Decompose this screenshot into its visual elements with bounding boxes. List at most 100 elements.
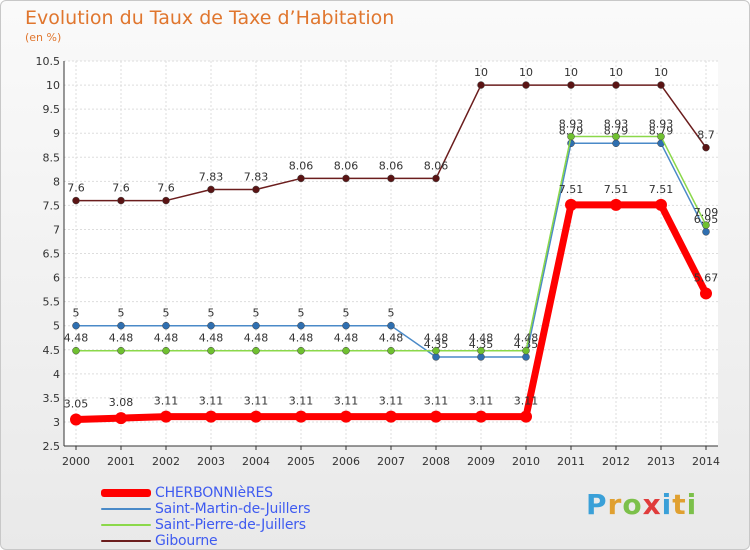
data-label-gibourne: 7.6: [157, 182, 175, 195]
data-point-saint-pierre-de-juillers: [702, 221, 710, 229]
data-point-saint-martin-de-juillers: [522, 353, 530, 361]
data-label-saint-pierre-de-juillers: 4.48: [469, 332, 494, 345]
data-point-gibourne: [252, 185, 260, 194]
data-label-saint-martin-de-juillers: 5: [208, 307, 215, 320]
data-label-saint-pierre-de-juillers: 4.48: [199, 332, 224, 345]
x-tick-label: 2002: [152, 455, 180, 468]
data-point-gibourne: [702, 143, 710, 152]
data-label-cherbonni-res: 3.08: [109, 396, 134, 409]
y-tick-label: 5: [53, 320, 60, 333]
y-tick-label: 10: [46, 79, 60, 92]
data-point-cherbonni-res: [565, 198, 577, 211]
data-point-saint-pierre-de-juillers: [612, 132, 620, 141]
data-label-saint-pierre-de-juillers: 4.48: [154, 332, 179, 345]
data-point-saint-pierre-de-juillers: [477, 346, 485, 355]
data-point-gibourne: [612, 81, 620, 89]
legend-label: Saint-Pierre-de-Juillers: [155, 517, 306, 533]
data-point-cherbonni-res: [115, 412, 127, 425]
x-tick-label: 2006: [332, 455, 360, 468]
logo-letter: o: [622, 488, 643, 521]
data-point-saint-martin-de-juillers: [477, 353, 485, 361]
x-tick-label: 2003: [197, 455, 225, 468]
data-point-cherbonni-res: [475, 410, 487, 423]
y-tick-label: 3: [53, 416, 60, 429]
data-point-saint-pierre-de-juillers: [387, 346, 395, 355]
data-label-gibourne: 7.6: [67, 182, 85, 195]
data-label-saint-pierre-de-juillers: 4.48: [379, 332, 404, 345]
data-point-cherbonni-res: [70, 413, 82, 426]
data-point-saint-martin-de-juillers: [297, 321, 305, 330]
data-label-saint-pierre-de-juillers: 8.93: [649, 118, 674, 131]
x-tick-label: 2014: [692, 455, 720, 468]
x-tick-label: 2005: [287, 455, 315, 468]
data-label-saint-martin-de-juillers: 5: [298, 307, 305, 320]
data-point-saint-martin-de-juillers: [207, 321, 215, 330]
data-label-saint-martin-de-juillers: 5: [343, 307, 350, 320]
data-point-saint-martin-de-juillers: [702, 228, 710, 236]
x-tick-label: 2013: [647, 455, 675, 468]
data-label-cherbonni-res: 7.51: [649, 183, 674, 196]
data-label-cherbonni-res: 3.11: [379, 395, 404, 408]
data-point-saint-pierre-de-juillers: [252, 346, 260, 355]
data-label-gibourne: 10: [519, 66, 533, 79]
proxiti-logo: Proxiti: [586, 488, 697, 521]
legend-item: Gibourne: [101, 533, 310, 549]
data-label-gibourne: 8.06: [379, 159, 404, 172]
legend-item: Saint-Martin-de-Juillers: [101, 501, 311, 517]
data-point-saint-pierre-de-juillers: [432, 346, 440, 355]
legend-label: CHERBONNIèRES: [155, 485, 273, 501]
x-tick-label: 2000: [62, 455, 90, 468]
y-tick-label: 9: [53, 127, 60, 140]
data-label-cherbonni-res: 3.11: [199, 395, 224, 408]
data-point-cherbonni-res: [160, 410, 172, 423]
data-point-saint-martin-de-juillers: [72, 321, 80, 330]
data-label-gibourne: 8.7: [697, 129, 715, 142]
data-point-gibourne: [342, 174, 350, 183]
y-tick-label: 8.5: [43, 151, 61, 164]
legend-swatch: [101, 508, 151, 510]
data-point-saint-martin-de-juillers: [387, 321, 395, 330]
data-label-gibourne: 10: [564, 66, 578, 79]
y-tick-label: 8: [53, 175, 60, 188]
data-point-saint-martin-de-juillers: [342, 321, 350, 330]
data-label-gibourne: 8.06: [334, 159, 359, 172]
logo-letter: i: [661, 488, 673, 521]
data-point-saint-martin-de-juillers: [117, 321, 125, 330]
data-point-cherbonni-res: [205, 410, 217, 423]
y-tick-label: 2.5: [43, 440, 61, 453]
y-tick-label: 4: [53, 368, 60, 381]
data-point-cherbonni-res: [610, 198, 622, 211]
y-tick-label: 10.5: [36, 55, 61, 68]
y-unit-label: (en %): [25, 31, 62, 44]
x-tick-label: 2011: [557, 455, 585, 468]
logo-letter: x: [642, 488, 662, 521]
data-label-saint-pierre-de-juillers: 8.93: [559, 118, 584, 131]
data-label-saint-pierre-de-juillers: 8.93: [604, 118, 629, 131]
data-label-cherbonni-res: 3.11: [334, 395, 359, 408]
x-tick-label: 2007: [377, 455, 405, 468]
data-point-gibourne: [162, 196, 170, 205]
legend-swatch: [101, 540, 151, 542]
data-label-cherbonni-res: 3.05: [64, 398, 89, 411]
data-label-saint-pierre-de-juillers: 4.48: [64, 332, 89, 345]
logo-letter: P: [586, 488, 608, 521]
data-label-saint-martin-de-juillers: 8.79: [604, 124, 629, 137]
data-label-cherbonni-res: 7.51: [559, 183, 584, 196]
data-label-gibourne: 7.83: [199, 170, 224, 183]
data-point-cherbonni-res: [430, 410, 442, 423]
data-label-gibourne: 7.6: [112, 182, 130, 195]
data-label-saint-martin-de-juillers: 4.35: [514, 338, 539, 351]
y-tick-label: 6: [53, 272, 60, 285]
data-label-cherbonni-res: 3.11: [469, 395, 494, 408]
y-tick-label: 7: [53, 223, 60, 236]
data-label-saint-martin-de-juillers: 5: [118, 307, 125, 320]
data-point-gibourne: [432, 174, 440, 183]
data-label-saint-pierre-de-juillers: 4.48: [334, 332, 359, 345]
data-point-saint-pierre-de-juillers: [522, 346, 530, 355]
chart-title: Evolution du Taux de Taxe d’Habitation: [25, 7, 395, 29]
data-point-gibourne: [387, 174, 395, 183]
data-label-saint-martin-de-juillers: 4.35: [424, 338, 449, 351]
data-point-saint-pierre-de-juillers: [342, 346, 350, 355]
data-point-cherbonni-res: [250, 410, 262, 423]
